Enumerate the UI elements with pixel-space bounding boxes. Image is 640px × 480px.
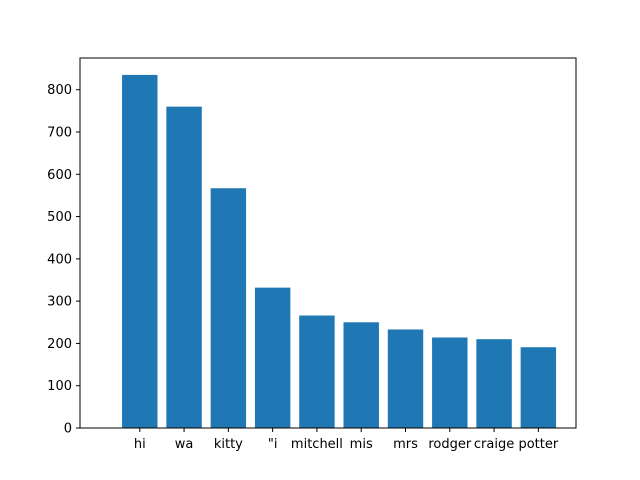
y-axis: 0 100 200 300 400 500 600 700 800 bbox=[47, 83, 80, 437]
y-tick-label-1: 100 bbox=[47, 379, 72, 394]
y-tick-label-0: 0 bbox=[64, 422, 72, 437]
x-tick-label-1: wa bbox=[175, 437, 194, 452]
y-tick-label-8: 800 bbox=[47, 83, 72, 98]
x-tick-label-0: hi bbox=[134, 437, 146, 452]
bar-1 bbox=[166, 106, 202, 428]
x-tick-label-2: kitty bbox=[214, 437, 243, 452]
bar-9 bbox=[520, 347, 557, 428]
y-tick-label-7: 700 bbox=[47, 126, 72, 141]
bar-4 bbox=[299, 315, 335, 428]
y-tick-label-6: 600 bbox=[47, 168, 72, 183]
y-tick-label-3: 300 bbox=[47, 295, 72, 310]
x-tick-label-3: "i bbox=[268, 437, 278, 452]
plot-frame bbox=[79, 57, 577, 429]
y-tick-label-4: 400 bbox=[47, 252, 72, 267]
bar-8 bbox=[476, 339, 512, 428]
x-tick-label-9: potter bbox=[518, 437, 558, 452]
bar-6 bbox=[387, 329, 424, 428]
bar-7 bbox=[432, 337, 468, 428]
x-tick-label-6: mrs bbox=[393, 437, 418, 452]
bar-3 bbox=[254, 287, 291, 428]
x-axis: hi wa kitty "i mitchell mis mrs rodger craige pot… bbox=[134, 428, 559, 452]
x-tick-label-4: mitchell bbox=[291, 437, 343, 452]
y-tick-label-5: 500 bbox=[47, 210, 72, 225]
x-tick-label-8: craige bbox=[474, 437, 514, 452]
bar-0 bbox=[122, 74, 158, 429]
bars-group bbox=[122, 74, 557, 429]
bar-2 bbox=[210, 188, 247, 428]
bar-5 bbox=[343, 322, 379, 428]
x-tick-label-5: mis bbox=[350, 437, 373, 452]
y-tick-label-2: 200 bbox=[47, 337, 72, 352]
x-tick-label-7: rodger bbox=[428, 437, 472, 452]
